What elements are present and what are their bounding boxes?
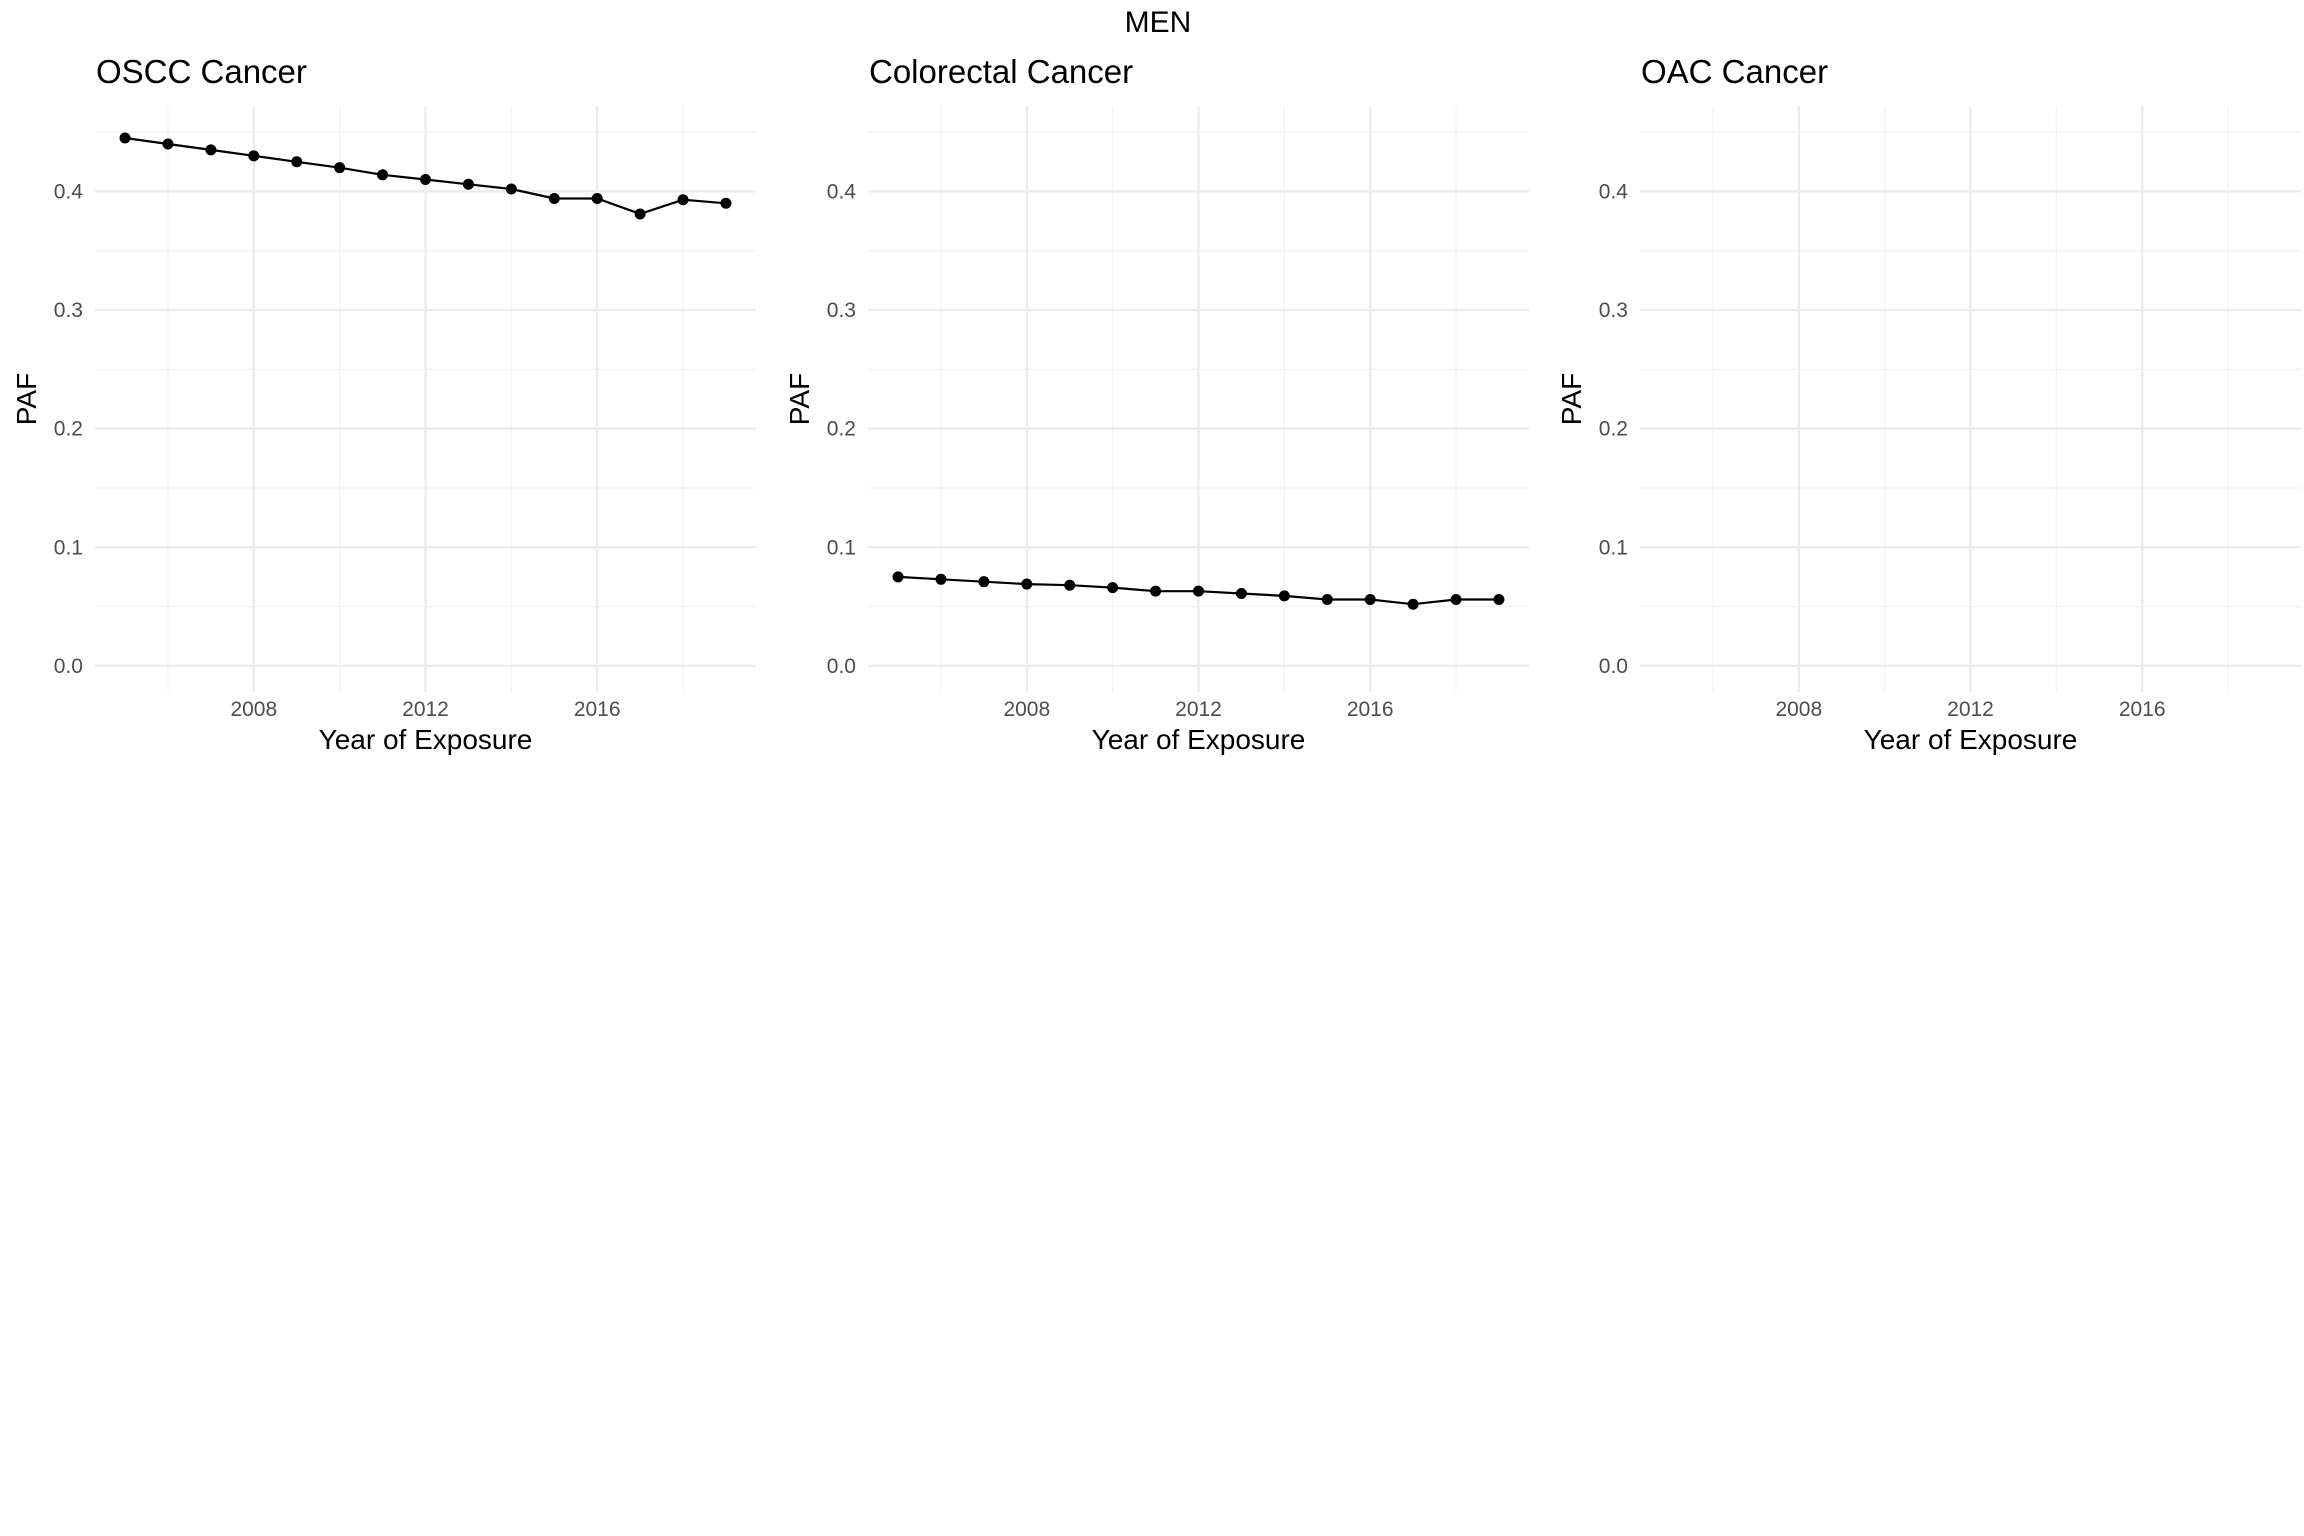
data-point — [1235, 588, 1247, 600]
x-tick-label: 2016 — [574, 698, 621, 721]
y-tick-label: 0.1 — [1599, 536, 1628, 559]
y-axis-label: PAF — [1556, 373, 1587, 425]
panel-1: 0.0 0.1 0.2 0.3 0.4 2008 2012 2016 OSCC Cancer Ye… — [11, 53, 756, 755]
data-point — [1493, 593, 1505, 605]
panel-2: 0.0 0.1 0.2 0.3 0.4 2008 2012 2016 Colorectal Ca… — [784, 53, 1529, 755]
x-tick-label: 2008 — [1003, 698, 1050, 721]
data-point — [1150, 585, 1162, 597]
x-axis-label: Year of Exposure — [319, 724, 533, 755]
x-axis-label: Year of Exposure — [1092, 724, 1306, 755]
data-point — [1364, 593, 1376, 605]
figure-title: MEN — [1125, 6, 1192, 39]
data-point — [548, 193, 560, 205]
y-tick-label: 0.0 — [1599, 655, 1628, 678]
y-tick-label: 0.2 — [827, 418, 856, 441]
y-tick-label: 0.0 — [827, 655, 856, 678]
y-tick-label: 0.4 — [827, 180, 857, 203]
panel-title: OSCC Cancer — [96, 53, 307, 90]
data-point — [420, 174, 431, 186]
data-point — [1021, 578, 1033, 590]
y-tick-label: 0.3 — [54, 299, 83, 322]
panel-title: OAC Cancer — [1641, 53, 1828, 90]
x-tick-label: 2012 — [1175, 698, 1222, 721]
data-point — [1193, 585, 1204, 597]
panel-3: 0.0 0.1 0.2 0.3 0.4 2008 2012 2016 OAC Cancer Yea… — [1556, 53, 2301, 755]
panel-title: Colorectal Cancer — [869, 53, 1133, 90]
data-point — [935, 573, 947, 585]
data-point — [1107, 582, 1119, 594]
x-tick-label: 2012 — [402, 698, 449, 721]
data-point — [1278, 590, 1290, 602]
data-point — [677, 194, 689, 206]
data-point — [591, 193, 603, 205]
data-point — [1064, 579, 1076, 591]
data-point — [720, 197, 732, 209]
data-point — [162, 138, 174, 150]
x-axis-label: Year of Exposure — [1864, 724, 2078, 755]
y-tick-label: 0.3 — [1599, 299, 1628, 322]
data-point — [634, 208, 646, 220]
data-point — [1321, 593, 1333, 605]
y-axis-label: PAF — [784, 373, 815, 425]
y-tick-label: 0.1 — [54, 536, 83, 559]
data-point — [248, 150, 260, 162]
data-point — [119, 132, 131, 144]
y-tick-label: 0.1 — [827, 536, 856, 559]
data-point — [462, 178, 474, 190]
y-tick-label: 0.3 — [827, 299, 856, 322]
x-tick-label: 2008 — [230, 698, 277, 721]
x-tick-label: 2012 — [1947, 698, 1994, 721]
y-tick-label: 0.2 — [54, 418, 83, 441]
data-point — [291, 156, 303, 168]
data-point — [1407, 598, 1419, 610]
x-tick-label: 2008 — [1775, 698, 1822, 721]
x-tick-label: 2016 — [2119, 698, 2166, 721]
y-tick-label: 0.2 — [1599, 418, 1628, 441]
data-point — [1450, 593, 1462, 605]
data-point — [505, 183, 517, 195]
y-axis-label: PAF — [11, 373, 42, 425]
y-tick-label: 0.4 — [54, 180, 84, 203]
y-tick-label: 0.0 — [54, 655, 83, 678]
data-point — [334, 162, 346, 174]
data-point — [377, 169, 389, 181]
x-tick-label: 2016 — [1347, 698, 1394, 721]
data-point — [978, 576, 990, 588]
data-point — [892, 571, 904, 583]
y-tick-label: 0.4 — [1599, 180, 1629, 203]
data-point — [205, 144, 217, 156]
chart-panels: 0.0 0.1 0.2 0.3 0.4 2008 2012 2016 OSCC Cancer Ye… — [11, 53, 2301, 755]
